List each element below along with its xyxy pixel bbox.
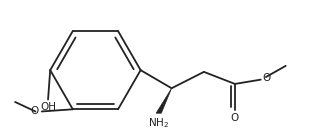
Text: O: O	[262, 73, 271, 83]
Text: O: O	[231, 113, 239, 123]
Text: OH: OH	[40, 102, 56, 112]
Text: NH$_2$: NH$_2$	[148, 117, 169, 130]
Polygon shape	[156, 88, 172, 113]
Text: O: O	[30, 106, 38, 116]
